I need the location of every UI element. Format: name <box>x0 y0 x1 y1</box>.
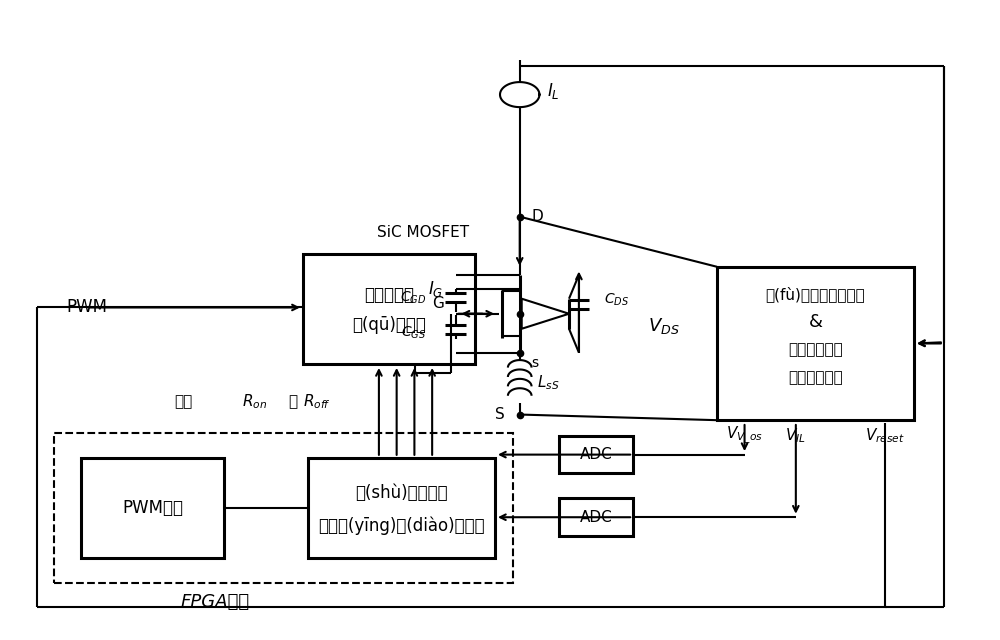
Text: $C_{DS}$: $C_{DS}$ <box>604 292 629 308</box>
Text: $C_{GS}$: $C_{GS}$ <box>401 324 426 340</box>
Text: 負(fù)載電流檢測電路: 負(fù)載電流檢測電路 <box>766 287 865 302</box>
Text: S: S <box>495 407 505 422</box>
Text: $C_{GD}$: $C_{GD}$ <box>400 289 426 306</box>
Text: &: & <box>809 313 823 331</box>
Text: $V_{DS}$: $V_{DS}$ <box>648 316 680 336</box>
Bar <box>308 458 495 558</box>
Text: ，: ， <box>288 394 297 409</box>
Text: SiC MOSFET: SiC MOSFET <box>377 225 469 240</box>
Text: 更新: 更新 <box>175 394 193 409</box>
Text: G: G <box>432 296 444 310</box>
Bar <box>559 499 633 536</box>
Text: $V_{reset}$: $V_{reset}$ <box>865 426 905 445</box>
Text: $I_G$: $I_G$ <box>428 278 444 299</box>
Text: $V_{V\_os}$: $V_{V\_os}$ <box>726 426 763 446</box>
Text: s: s <box>532 356 539 371</box>
Bar <box>303 254 475 364</box>
Bar <box>717 267 914 420</box>
Text: FPGA模塊: FPGA模塊 <box>180 593 249 611</box>
Text: $I_L$: $I_L$ <box>547 81 560 102</box>
Bar <box>559 436 633 474</box>
Text: PWM: PWM <box>66 298 107 316</box>
Text: $V_{IL}$: $V_{IL}$ <box>785 426 806 445</box>
Text: 過沖檢測電路: 過沖檢測電路 <box>788 370 843 385</box>
Text: 數(shù)字控制器: 數(shù)字控制器 <box>355 484 448 502</box>
Bar <box>81 458 224 558</box>
Text: 自適應(yīng)調(diào)整算法: 自適應(yīng)調(diào)整算法 <box>318 516 485 535</box>
Text: 驅(qū)動電路: 驅(qū)動電路 <box>352 316 426 335</box>
Text: 漏源極間電壓: 漏源極間電壓 <box>788 342 843 357</box>
Text: ADC: ADC <box>580 509 613 525</box>
Text: PWM單元: PWM單元 <box>122 499 183 517</box>
Text: $R_{off}$: $R_{off}$ <box>303 392 331 411</box>
Bar <box>54 433 513 583</box>
Text: D: D <box>532 209 543 224</box>
Text: $L_{sS}$: $L_{sS}$ <box>537 373 560 392</box>
Text: $R_{on}$: $R_{on}$ <box>242 392 267 411</box>
Text: 有源電流源: 有源電流源 <box>364 286 414 304</box>
Text: ADC: ADC <box>580 447 613 462</box>
